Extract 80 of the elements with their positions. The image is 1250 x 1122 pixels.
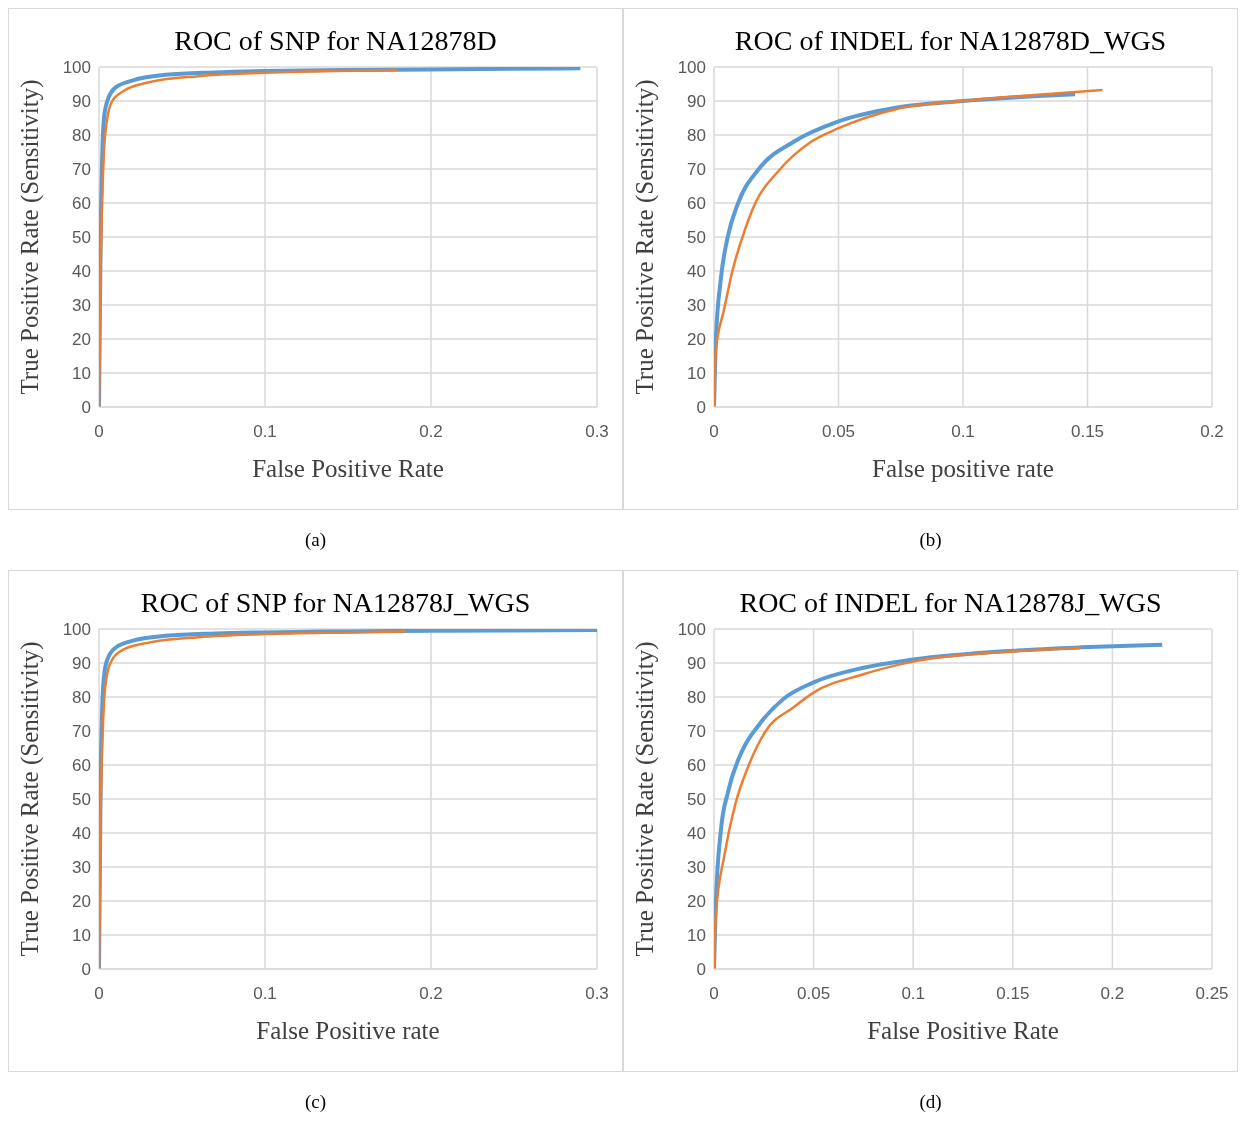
- x-tick-label: 0.15: [1070, 422, 1105, 442]
- y-tick-label: 20: [72, 892, 91, 912]
- y-tick-label: 40: [687, 262, 706, 282]
- x-axis-title: False Positive Rate: [252, 455, 444, 482]
- x-tick-label: 0: [709, 984, 719, 1004]
- y-tick-label: 30: [687, 858, 706, 878]
- y-tick-label: 70: [687, 160, 706, 180]
- y-tick-label: 40: [72, 262, 91, 282]
- x-tick-label: 0.3: [585, 422, 609, 442]
- y-tick-label: 60: [72, 756, 91, 776]
- text: (d): [919, 1091, 942, 1113]
- y-tick-label: 0: [81, 960, 91, 980]
- y-tick-label: 0: [696, 398, 706, 418]
- y-tick-label: 70: [72, 722, 91, 742]
- chart-title: ROC of SNP for NA12878D: [173, 25, 498, 57]
- x-tick-label: 0: [94, 422, 104, 442]
- line-series: [714, 646, 1082, 969]
- x-axis-title: False Positive Rate: [867, 1017, 1059, 1044]
- y-tick-label: 10: [72, 926, 91, 946]
- y-tick-label: 100: [62, 58, 91, 78]
- y-tick-label: 50: [687, 228, 706, 248]
- y-tick-label: 100: [62, 620, 91, 640]
- y-axis-title: True Positive Rate (Sensitivity): [630, 79, 659, 395]
- text: (b): [919, 529, 942, 551]
- x-tick-label: 0: [709, 422, 719, 442]
- y-tick-label: 20: [687, 330, 706, 350]
- y-tick-label: 80: [72, 126, 91, 146]
- x-tick-label: 0.05: [797, 984, 831, 1004]
- y-tick-label: 20: [72, 330, 91, 350]
- y-tick-label: 0: [696, 960, 706, 980]
- y-tick-label: 60: [687, 756, 706, 776]
- x-axis-title: False Positive rate: [256, 1017, 440, 1044]
- y-tick-label: 50: [72, 228, 91, 248]
- y-tick-label: 80: [687, 688, 706, 708]
- y-tick-label: 50: [72, 790, 91, 810]
- x-tick-label: 0.2: [419, 984, 443, 1004]
- y-tick-label: 10: [687, 364, 706, 384]
- y-tick-label: 90: [72, 654, 91, 674]
- y-tick-label: 30: [72, 858, 91, 878]
- x-tick-label: 0: [94, 984, 104, 1004]
- x-tick-label: 0.05: [821, 422, 856, 442]
- y-axis-title: True Positive Rate (Sensitivity): [15, 641, 44, 957]
- y-tick-label: 10: [72, 364, 91, 384]
- y-tick-label: 90: [72, 92, 91, 112]
- y-tick-label: 70: [687, 722, 706, 742]
- x-tick-label: 0.3: [585, 984, 609, 1004]
- y-tick-label: 100: [677, 58, 706, 78]
- x-tick-label: 0.1: [253, 984, 277, 1004]
- y-tick-label: 90: [687, 92, 706, 112]
- y-tick-label: 70: [72, 160, 91, 180]
- y-tick-label: 60: [72, 194, 91, 214]
- x-axis-title: False positive rate: [872, 455, 1054, 482]
- y-tick-label: 10: [687, 926, 706, 946]
- text: (c): [304, 1091, 327, 1113]
- chart-title: ROC of SNP for NA12878J_WGS: [139, 587, 532, 619]
- y-tick-label: 80: [687, 126, 706, 146]
- y-tick-label: 80: [72, 688, 91, 708]
- chart-title: ROC of INDEL for NA12878J_WGS: [738, 587, 1163, 619]
- y-tick-label: 100: [677, 620, 706, 640]
- y-tick-label: 0: [81, 398, 91, 418]
- x-tick-label: 0.2: [1200, 422, 1224, 442]
- x-tick-label: 0.25: [1195, 984, 1229, 1004]
- y-tick-label: 20: [687, 892, 706, 912]
- y-tick-label: 60: [687, 194, 706, 214]
- y-tick-label: 90: [687, 654, 706, 674]
- x-tick-label: 0.2: [1100, 984, 1125, 1004]
- y-axis-title: True Positive Rate (Sensitivity): [630, 641, 659, 957]
- y-tick-label: 40: [687, 824, 706, 844]
- y-tick-label: 30: [687, 296, 706, 316]
- y-axis-title: True Positive Rate (Sensitivity): [15, 79, 44, 395]
- text: (a): [304, 529, 327, 551]
- y-tick-label: 40: [72, 824, 91, 844]
- chart-title: ROC of INDEL for NA12878D_WGS: [733, 25, 1168, 57]
- y-tick-label: 30: [72, 296, 91, 316]
- x-tick-label: 0.1: [901, 984, 926, 1004]
- x-tick-label: 0.15: [996, 984, 1030, 1004]
- x-tick-label: 0.2: [419, 422, 443, 442]
- y-tick-label: 50: [687, 790, 706, 810]
- x-tick-label: 0.1: [253, 422, 277, 442]
- x-tick-label: 0.1: [951, 422, 975, 442]
